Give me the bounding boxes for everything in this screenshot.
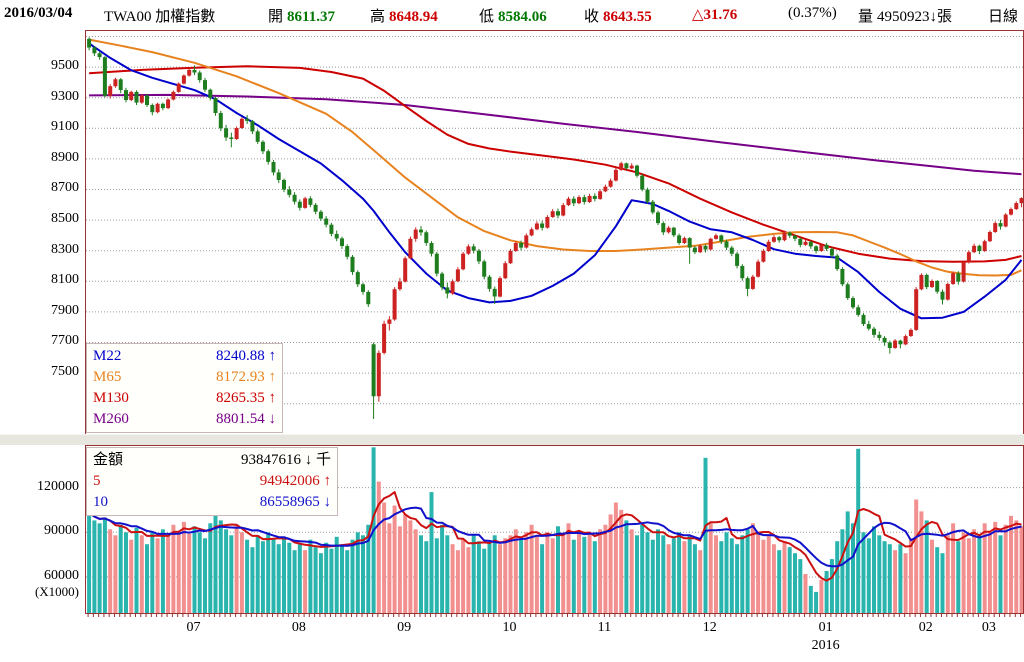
price-tick-label: 7500 bbox=[51, 364, 79, 380]
ma-legend-row: M130 8265.35 ↑ bbox=[93, 388, 276, 409]
volume-axis-unit: (X1000) bbox=[34, 584, 79, 599]
volume-tick-label: 120000 bbox=[37, 478, 79, 494]
x-axis-year: 2016 bbox=[811, 638, 840, 653]
price-tick-label: 9300 bbox=[51, 88, 79, 104]
change-value: △31.76 bbox=[692, 7, 738, 23]
turnover-legend-label: 5 bbox=[93, 473, 101, 489]
ma-legend-value: 8240.88 ↑ bbox=[216, 348, 276, 364]
ma-legend-value: 8801.54 ↓ bbox=[216, 411, 276, 427]
high-quote: 高 8648.94 bbox=[370, 9, 438, 25]
turnover-legend-row: 5 94942006 ↑ bbox=[93, 471, 331, 492]
turnover-legend-value: 93847616 ↓ 千 bbox=[240, 452, 331, 468]
turnover-legend-label: 10 bbox=[93, 494, 108, 510]
volume-quote: 量 4950923↓張 bbox=[858, 9, 953, 25]
month-label: 12 bbox=[702, 620, 717, 635]
month-label: 10 bbox=[502, 620, 517, 635]
down-arrow-icon: ↓ bbox=[929, 9, 938, 25]
ma-legend-row: M22 8240.88 ↑ bbox=[93, 346, 276, 367]
turnover-legend-row: 10 86558965 ↓ bbox=[93, 492, 331, 513]
ma-legend-row: M260 8801.54 ↓ bbox=[93, 409, 276, 430]
volume-chart-panel[interactable] bbox=[85, 445, 1024, 614]
turnover-legend-row: 金額 93847616 ↓ 千 bbox=[93, 450, 331, 471]
ma-legend-label: M65 bbox=[93, 369, 122, 385]
price-tick-label: 8500 bbox=[51, 211, 79, 227]
turnover-legend: 金額 93847616 ↓ 千 5 94942006 ↑ 10 86558965 ↓ bbox=[86, 447, 338, 516]
turnover-legend-label: 金額 bbox=[93, 452, 124, 468]
month-label: 08 bbox=[291, 620, 306, 635]
price-tick-label: 7900 bbox=[51, 302, 79, 318]
month-label: 01 bbox=[818, 620, 833, 635]
open-quote: 開 8611.37 bbox=[268, 9, 335, 25]
price-chart-panel[interactable] bbox=[85, 30, 1024, 435]
change-percent: (0.37%) bbox=[788, 5, 837, 21]
price-tick-label: 8900 bbox=[51, 149, 79, 165]
ma-legend-label: M260 bbox=[93, 411, 129, 427]
ma-legend-value: 8265.35 ↑ bbox=[216, 390, 276, 406]
price-tick-label: 9500 bbox=[51, 58, 79, 74]
turnover-legend-value: 86558965 ↓ bbox=[259, 494, 331, 510]
ma-legend-row: M65 8172.93 ↑ bbox=[93, 367, 276, 388]
panel-divider bbox=[0, 434, 1024, 445]
ma-legend: M22 8240.88 ↑ M65 8172.93 ↑ M130 8265.35 ↑ M26… bbox=[86, 343, 283, 433]
period-selector[interactable]: 日線 bbox=[988, 9, 1019, 25]
month-label: 11 bbox=[597, 620, 612, 635]
price-tick-label: 8100 bbox=[51, 272, 79, 288]
month-label: 02 bbox=[918, 620, 933, 635]
x-axis-ticks bbox=[87, 613, 1022, 617]
close-quote: 收 8643.55 bbox=[584, 9, 652, 25]
month-label: 07 bbox=[186, 620, 201, 635]
ma-legend-label: M130 bbox=[93, 390, 129, 406]
quote-date: 2016/03/04 bbox=[4, 5, 73, 21]
ma-legend-value: 8172.93 ↑ bbox=[216, 369, 276, 385]
symbol-name: TWA00 加權指數 bbox=[104, 9, 216, 25]
price-tick-label: 8700 bbox=[51, 180, 79, 196]
month-label: 09 bbox=[397, 620, 412, 635]
quote-header: 2016/03/04 TWA00 加權指數 開 8611.37 高 8648.94 … bbox=[0, 0, 1024, 28]
price-tick-label: 8300 bbox=[51, 241, 79, 257]
month-label: 03 bbox=[981, 620, 996, 635]
ma-legend-label: M22 bbox=[93, 348, 122, 364]
volume-tick-label: 60000 bbox=[44, 568, 79, 583]
candlestick-chart[interactable] bbox=[86, 31, 1023, 434]
price-tick-label: 9100 bbox=[51, 119, 79, 135]
volume-tick-label: 90000 bbox=[44, 523, 79, 539]
turnover-legend-value: 94942006 ↑ bbox=[259, 473, 331, 489]
price-tick-label: 7700 bbox=[51, 333, 79, 349]
turnover-chart[interactable] bbox=[86, 446, 1023, 613]
low-quote: 低 8584.06 bbox=[479, 9, 547, 25]
